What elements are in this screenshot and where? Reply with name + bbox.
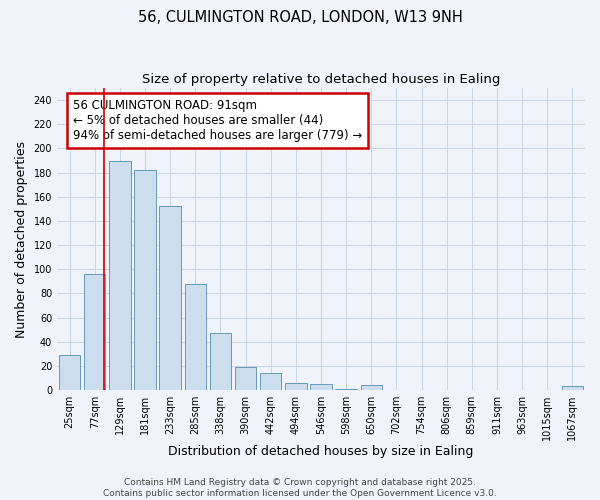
Bar xyxy=(361,386,382,390)
Bar xyxy=(235,367,256,390)
Text: 56, CULMINGTON ROAD, LONDON, W13 9NH: 56, CULMINGTON ROAD, LONDON, W13 9NH xyxy=(137,10,463,25)
Text: 56 CULMINGTON ROAD: 91sqm
← 5% of detached houses are smaller (44)
94% of semi-d: 56 CULMINGTON ROAD: 91sqm ← 5% of detach… xyxy=(73,98,362,142)
X-axis label: Distribution of detached houses by size in Ealing: Distribution of detached houses by size … xyxy=(169,444,474,458)
Title: Size of property relative to detached houses in Ealing: Size of property relative to detached ho… xyxy=(142,72,500,86)
Bar xyxy=(134,170,156,390)
Bar xyxy=(310,384,332,390)
Text: Contains HM Land Registry data © Crown copyright and database right 2025.
Contai: Contains HM Land Registry data © Crown c… xyxy=(103,478,497,498)
Bar xyxy=(59,355,80,390)
Bar xyxy=(285,383,307,390)
Bar xyxy=(260,373,281,390)
Bar xyxy=(335,389,357,390)
Bar xyxy=(210,334,231,390)
Bar xyxy=(109,160,131,390)
Bar xyxy=(185,284,206,390)
Y-axis label: Number of detached properties: Number of detached properties xyxy=(15,140,28,338)
Bar xyxy=(160,206,181,390)
Bar xyxy=(562,386,583,390)
Bar xyxy=(84,274,106,390)
